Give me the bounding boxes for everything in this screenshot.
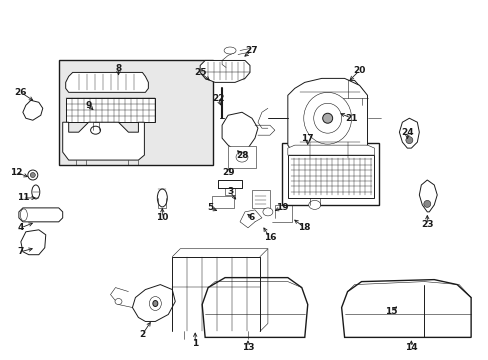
- Text: 14: 14: [404, 343, 417, 352]
- Bar: [287, 155, 374, 198]
- Text: 27: 27: [245, 46, 258, 55]
- Bar: [212, 196, 234, 208]
- Bar: [251, 190, 269, 208]
- Ellipse shape: [28, 170, 38, 180]
- Polygon shape: [341, 280, 470, 337]
- Bar: [59, 60, 213, 165]
- Text: 5: 5: [206, 203, 213, 212]
- Ellipse shape: [32, 185, 40, 199]
- Ellipse shape: [236, 152, 247, 162]
- Polygon shape: [19, 208, 62, 222]
- Ellipse shape: [303, 92, 351, 144]
- Text: 25: 25: [194, 68, 206, 77]
- Polygon shape: [132, 285, 175, 321]
- Text: 4: 4: [18, 223, 24, 232]
- Text: 12: 12: [10, 167, 22, 176]
- Ellipse shape: [405, 137, 412, 144]
- Bar: [65, 98, 155, 122]
- Text: 18: 18: [298, 223, 310, 232]
- Ellipse shape: [149, 297, 161, 310]
- Polygon shape: [65, 72, 148, 92]
- Text: 8: 8: [115, 64, 122, 73]
- Ellipse shape: [322, 113, 332, 123]
- Ellipse shape: [224, 47, 236, 54]
- Text: 19: 19: [275, 203, 287, 212]
- Ellipse shape: [90, 126, 101, 134]
- Text: 22: 22: [211, 94, 224, 103]
- Polygon shape: [222, 112, 258, 150]
- Polygon shape: [329, 80, 367, 105]
- Text: 24: 24: [400, 128, 413, 137]
- Text: 17: 17: [301, 134, 313, 143]
- Text: 2: 2: [139, 330, 145, 339]
- Polygon shape: [287, 78, 367, 158]
- Ellipse shape: [20, 209, 27, 221]
- Ellipse shape: [313, 103, 341, 133]
- Polygon shape: [21, 230, 46, 255]
- Text: 21: 21: [345, 114, 357, 123]
- Polygon shape: [419, 180, 436, 212]
- Ellipse shape: [115, 298, 122, 305]
- Text: 15: 15: [385, 307, 397, 316]
- Polygon shape: [23, 100, 42, 120]
- Text: 28: 28: [235, 150, 248, 159]
- Text: 20: 20: [353, 66, 365, 75]
- Polygon shape: [200, 60, 249, 82]
- Polygon shape: [202, 278, 307, 337]
- Text: 16: 16: [263, 233, 276, 242]
- Text: 11: 11: [17, 193, 29, 202]
- Text: 13: 13: [241, 343, 254, 352]
- Polygon shape: [62, 122, 144, 160]
- Text: 26: 26: [15, 88, 27, 97]
- Bar: [227, 146, 255, 168]
- Text: 1: 1: [192, 339, 198, 348]
- Text: 9: 9: [85, 101, 92, 110]
- Ellipse shape: [263, 208, 272, 216]
- Text: 6: 6: [248, 213, 255, 222]
- Text: 3: 3: [226, 188, 233, 197]
- Ellipse shape: [153, 301, 158, 306]
- Text: 29: 29: [221, 167, 234, 176]
- Polygon shape: [287, 145, 374, 155]
- Ellipse shape: [30, 172, 35, 177]
- Text: 7: 7: [18, 247, 24, 256]
- Text: 23: 23: [420, 220, 433, 229]
- Ellipse shape: [157, 189, 167, 207]
- Polygon shape: [399, 118, 419, 148]
- Bar: [281, 143, 379, 205]
- Text: 10: 10: [156, 213, 168, 222]
- Ellipse shape: [308, 201, 320, 210]
- Ellipse shape: [423, 201, 430, 207]
